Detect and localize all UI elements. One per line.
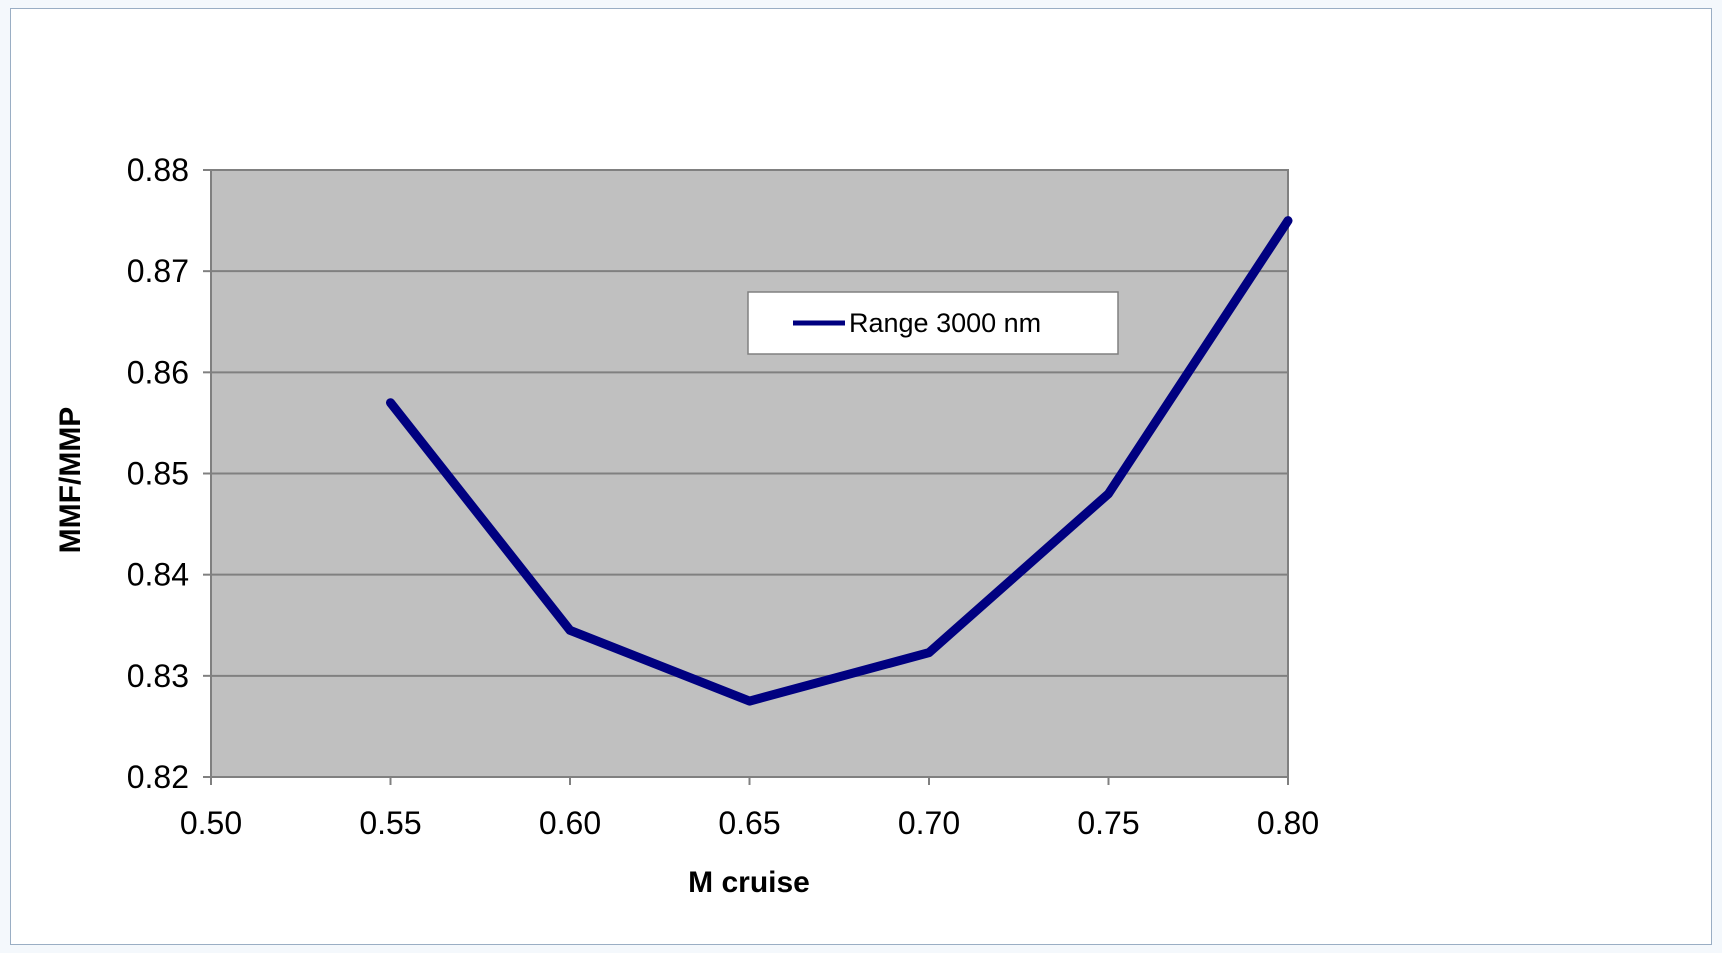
data-point [749,700,750,702]
x-tick-label: 0.75 [1077,805,1139,841]
legend: Range 3000 nm [747,291,1119,355]
axes: 0.82 0.83 0.84 0.85 0.86 0.87 0.88 0.50 0.55 0.60… [127,152,1319,841]
chart-svg: 0.82 0.83 0.84 0.85 0.86 0.87 0.88 0.50 0.55 0.60… [54,152,1319,899]
series-line [386,216,1293,706]
x-axis-title: M cruise [688,866,810,899]
gridlines [211,270,1288,677]
y-tick-label: 0.84 [127,557,189,593]
y-tick-label: 0.82 [127,759,189,795]
x-tick-label: 0.70 [898,805,960,841]
chart-frame: 0.82 0.83 0.84 0.85 0.86 0.87 0.88 0.50 0.55 0.60… [10,8,1712,945]
data-point [1287,220,1289,222]
data-point [1108,493,1109,495]
y-tick-label: 0.83 [127,658,189,694]
y-tick-label: 0.85 [127,456,189,492]
x-tick-label: 0.65 [718,805,780,841]
y-tick-label: 0.86 [127,354,189,390]
series-layer [386,216,1293,706]
data-point [390,402,391,404]
y-tick-label: 0.87 [127,253,189,289]
data-point [569,629,571,631]
x-tick-label: 0.55 [359,805,421,841]
legend-label: Range 3000 nm [849,308,1041,338]
x-tick-label: 0.50 [180,805,242,841]
data-point [928,652,930,654]
x-tick-label: 0.60 [539,805,601,841]
y-tick-label: 0.88 [127,152,189,188]
x-tick-label: 0.80 [1257,805,1319,841]
y-axis-title: MMF/MMP [54,407,87,554]
